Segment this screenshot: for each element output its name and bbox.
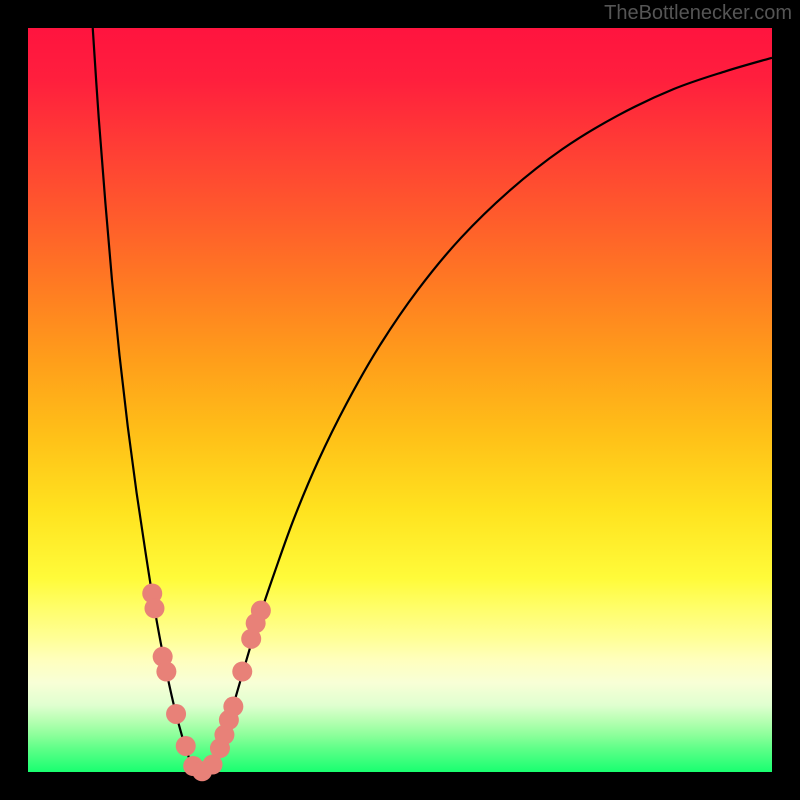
data-marker — [156, 662, 176, 682]
data-marker — [223, 697, 243, 717]
curve-layer — [0, 0, 800, 800]
data-marker — [144, 598, 164, 618]
bottleneck-curve — [93, 28, 772, 772]
chart-container: TheBottlenecker.com — [0, 0, 800, 800]
data-marker — [176, 736, 196, 756]
data-marker — [232, 662, 252, 682]
markers-group — [142, 583, 271, 781]
watermark-text: TheBottlenecker.com — [604, 2, 792, 25]
data-marker — [251, 601, 271, 621]
data-marker — [166, 704, 186, 724]
